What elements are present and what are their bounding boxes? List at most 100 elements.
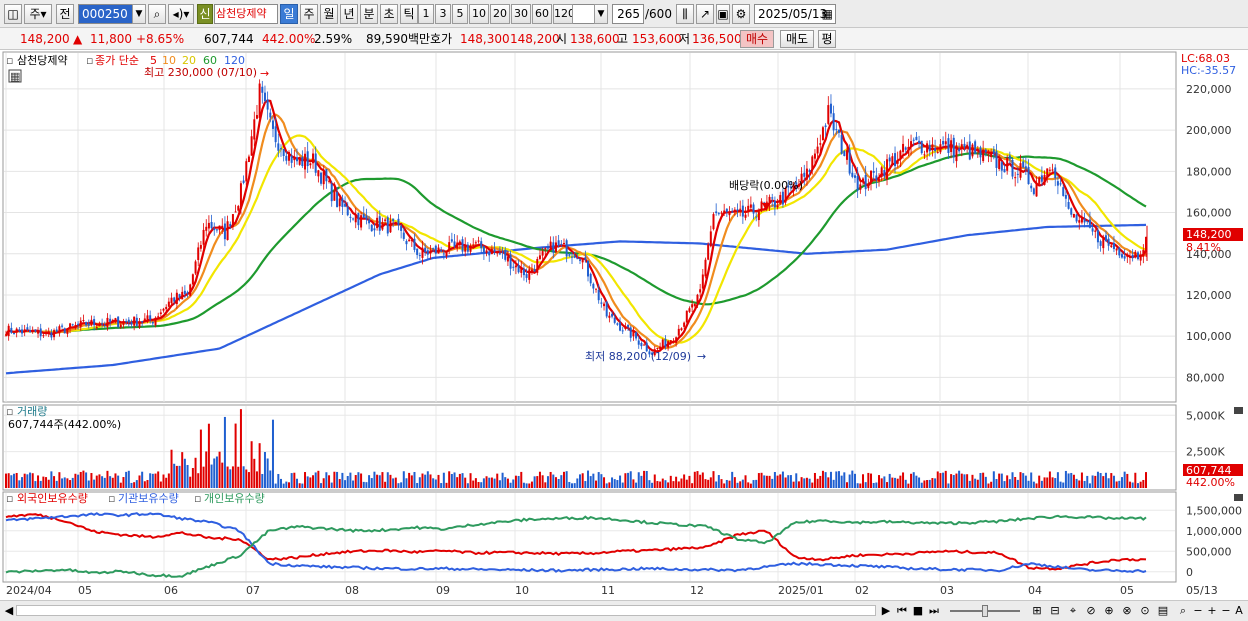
fast-forward-icon[interactable]: ⏭: [929, 604, 939, 617]
candle-body: [234, 211, 237, 213]
volume-bar: [570, 483, 573, 488]
search-icon[interactable]: ⌕: [148, 4, 166, 24]
chart-type-icon[interactable]: ▤: [1157, 604, 1169, 617]
gear-icon[interactable]: ⚙: [732, 4, 750, 24]
zoom-slider-handle[interactable]: [982, 605, 988, 617]
interval-button-20[interactable]: 20: [490, 4, 510, 24]
candle-body: [627, 324, 630, 328]
volume-close-icon[interactable]: [1234, 407, 1243, 414]
candle-body: [448, 242, 451, 251]
volume-bar: [432, 478, 435, 488]
market-select[interactable]: 주▾: [24, 4, 52, 24]
holdings-tick-label: 1,500,000: [1186, 504, 1242, 517]
eval-button[interactable]: 평: [818, 30, 836, 48]
volume-panel-frame: [2, 404, 1177, 491]
tool-icon-5[interactable]: ⊕: [1104, 604, 1114, 617]
interval-button-5[interactable]: 5: [452, 4, 468, 24]
candle-body: [653, 349, 656, 356]
draw-tool-icon[interactable]: ↗: [696, 4, 714, 24]
interval-button-10[interactable]: 10: [469, 4, 489, 24]
candlesticks: [5, 79, 1148, 358]
candle-body: [982, 149, 985, 162]
candle-body: [1006, 157, 1009, 171]
volume-bar: [293, 472, 296, 488]
period-tab-1[interactable]: 주: [300, 4, 318, 24]
candle-body: [429, 250, 432, 254]
chart-area[interactable]: 80,000 100,000 120,000 140,000 160,000 180,00…: [0, 50, 1248, 600]
candle-body: [720, 212, 723, 214]
volume-bar: [677, 481, 680, 488]
interval-button-120[interactable]: 120: [553, 4, 573, 24]
window-icon[interactable]: ◫: [4, 4, 22, 24]
candle-body: [159, 312, 162, 315]
volume-bar: [779, 474, 782, 488]
candle-body: [987, 154, 990, 156]
tool-icon-4[interactable]: ⊘: [1086, 604, 1096, 617]
interval-button-60[interactable]: 60: [532, 4, 552, 24]
holdings-close-icon[interactable]: [1234, 494, 1243, 501]
stock-code-input[interactable]: 000250: [78, 4, 146, 24]
interval-dropdown-icon[interactable]: ▼: [594, 4, 608, 24]
interval-button-30[interactable]: 30: [511, 4, 531, 24]
tool-icon-1[interactable]: ⊞: [1032, 604, 1042, 617]
calendar-icon[interactable]: ▦: [821, 7, 833, 21]
candle-type-icon[interactable]: ⫼: [676, 4, 694, 24]
volume-bar: [600, 474, 603, 488]
candle-body: [955, 145, 958, 162]
ma120-line: [5, 223, 1147, 375]
holdings-panel[interactable]: 0 500,000 1,000,000 1,500,000 ▫ 외국인보유수량 ▫ 기…: [2, 491, 1243, 583]
volume-bar: [247, 472, 250, 488]
volume-bar: [712, 471, 715, 488]
candle-body: [1067, 201, 1070, 209]
horizontal-scrollbar[interactable]: [16, 605, 876, 616]
text-icon[interactable]: A: [1235, 604, 1243, 617]
price-panel[interactable]: 80,000 100,000 120,000 140,000 160,000 180,00…: [2, 51, 1232, 403]
code-dropdown-icon[interactable]: ▼: [132, 4, 146, 24]
tool-icon-6[interactable]: ⊗: [1122, 604, 1132, 617]
date-input[interactable]: 2025/05/13 ▦: [754, 4, 836, 24]
tool-icon-2[interactable]: ⊟: [1050, 604, 1060, 617]
period-tab-4[interactable]: 분: [360, 4, 378, 24]
legend-institution: 기관보유수량: [118, 492, 179, 505]
zoom-out-icon[interactable]: −: [1193, 604, 1203, 617]
save-icon[interactable]: ▣: [716, 4, 730, 24]
period-tab-2[interactable]: 월: [320, 4, 338, 24]
volume-bar: [1003, 481, 1006, 488]
indicator-settings-icon[interactable]: [8, 69, 22, 83]
candle-body: [1096, 230, 1099, 243]
font-size-icon[interactable]: −: [1221, 604, 1231, 617]
interval-button-1[interactable]: 1: [418, 4, 434, 24]
scroll-right-icon[interactable]: ▶: [881, 604, 891, 617]
period-tab-3[interactable]: 년: [340, 4, 358, 24]
candle-body: [197, 247, 200, 261]
candle-body: [215, 229, 218, 231]
zoom-in-icon[interactable]: +: [1207, 604, 1217, 617]
interval-button-3[interactable]: 3: [435, 4, 451, 24]
period-tab-5[interactable]: 초: [380, 4, 398, 24]
count-input[interactable]: 265: [612, 4, 644, 24]
volume-bar: [530, 481, 533, 488]
volume-panel[interactable]: 2,500K 5,000K ▫ 거래량 607,744주(442.00%) 607…: [2, 404, 1243, 491]
volume-bar: [472, 480, 475, 488]
speaker-icon[interactable]: ◂)▾: [168, 4, 194, 24]
tool-icon-7[interactable]: ⊙: [1140, 604, 1150, 617]
tool-icon-3[interactable]: ⌖: [1069, 604, 1077, 617]
candle-body: [979, 147, 982, 158]
volume-bar: [525, 483, 528, 488]
candle-body: [26, 327, 29, 330]
period-tab-6[interactable]: 틱: [400, 4, 418, 24]
period-tab-0[interactable]: 일: [280, 4, 298, 24]
zoom-search-icon[interactable]: ⌕: [1179, 604, 1187, 617]
volume-bar: [744, 475, 747, 488]
candle-body: [1120, 254, 1123, 258]
volume-bar: [352, 480, 355, 488]
stop-icon[interactable]: ■: [912, 604, 924, 617]
scroll-left-icon[interactable]: ◀: [4, 604, 14, 617]
volume-bar: [290, 473, 293, 488]
volume-value: 607,744: [204, 32, 254, 46]
prev-button[interactable]: 전: [56, 4, 74, 24]
rewind-icon[interactable]: ⏮: [897, 604, 907, 617]
buy-button[interactable]: 매수: [740, 30, 774, 48]
volume-bar: [771, 478, 774, 488]
sell-button[interactable]: 매도: [780, 30, 814, 48]
